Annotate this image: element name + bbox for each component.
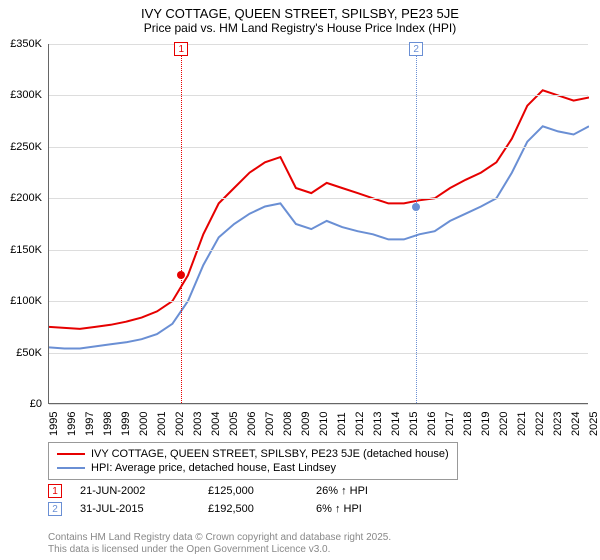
marker-num-box: 1 [48,484,62,498]
attribution: Contains HM Land Registry data © Crown c… [48,532,391,556]
y-tick-label: £300K [10,89,42,101]
marker-date: 21-JUN-2002 [80,485,190,497]
x-tick-label: 2005 [228,412,240,436]
legend-item: HPI: Average price, detached house, East… [57,461,449,475]
marker-dot [412,203,420,211]
grid-h [49,353,588,354]
attribution-line1: Contains HM Land Registry data © Crown c… [48,532,391,544]
marker-vline [416,44,417,403]
x-tick-label: 2022 [534,412,546,436]
grid-h [49,198,588,199]
x-tick-label: 2018 [462,412,474,436]
marker-table-row: 1 21-JUN-2002 £125,000 26% ↑ HPI [48,482,406,500]
y-tick-label: £150K [10,244,42,256]
y-tick-label: £0 [30,398,42,410]
x-tick-label: 1995 [48,412,60,436]
y-tick-label: £250K [10,141,42,153]
legend-swatch [57,453,85,455]
marker-dot [177,271,185,279]
y-tick-label: £200K [10,192,42,204]
chart-plot-area: 12 [48,44,588,404]
x-tick-label: 2025 [588,412,600,436]
x-tick-label: 2002 [174,412,186,436]
marker-num-box: 2 [48,502,62,516]
x-axis-labels: 1995 1996 1997 1998 1999 2000 2001 2002 2003 2004… [48,408,588,442]
y-tick-label: £350K [10,38,42,50]
y-axis-labels: £0£50K£100K£150K£200K£250K£300K£350K [0,44,46,404]
x-tick-label: 2007 [264,412,276,436]
marker-label: 2 [409,42,423,56]
chart-title: IVY COTTAGE, QUEEN STREET, SPILSBY, PE23… [0,6,600,21]
x-tick-label: 1997 [84,412,96,436]
x-tick-label: 2023 [552,412,564,436]
x-tick-label: 2020 [498,412,510,436]
x-tick-label: 2009 [300,412,312,436]
x-tick-label: 2021 [516,412,528,436]
legend-swatch [57,467,85,469]
x-tick-label: 2001 [156,412,168,436]
x-tick-label: 2000 [138,412,150,436]
grid-h [49,301,588,302]
marker-price: £192,500 [208,503,298,515]
x-tick-label: 2004 [210,412,222,436]
series-line [49,126,589,348]
x-tick-label: 2016 [426,412,438,436]
x-tick-label: 1996 [66,412,78,436]
x-tick-label: 2015 [408,412,420,436]
marker-table: 1 21-JUN-2002 £125,000 26% ↑ HPI 2 31-JUL-201… [48,482,406,518]
y-tick-label: £100K [10,295,42,307]
grid-h [49,147,588,148]
x-tick-label: 1998 [102,412,114,436]
marker-price: £125,000 [208,485,298,497]
marker-pct: 26% ↑ HPI [316,485,406,497]
x-tick-label: 2003 [192,412,204,436]
x-tick-label: 2024 [570,412,582,436]
x-tick-label: 2006 [246,412,258,436]
x-tick-label: 2012 [354,412,366,436]
chart-subtitle: Price paid vs. HM Land Registry's House … [0,21,600,35]
legend: IVY COTTAGE, QUEEN STREET, SPILSBY, PE23… [48,442,458,480]
x-tick-label: 2019 [480,412,492,436]
attribution-line2: This data is licensed under the Open Gov… [48,544,391,556]
x-tick-label: 2011 [336,412,348,436]
x-tick-label: 2017 [444,412,456,436]
grid-h [49,404,588,405]
x-tick-label: 1999 [120,412,132,436]
series-line [49,90,589,329]
x-tick-label: 2014 [390,412,402,436]
legend-item: IVY COTTAGE, QUEEN STREET, SPILSBY, PE23… [57,447,449,461]
marker-vline [181,44,182,403]
grid-h [49,44,588,45]
marker-pct: 6% ↑ HPI [316,503,406,515]
grid-h [49,250,588,251]
y-tick-label: £50K [16,347,42,359]
grid-h [49,95,588,96]
x-tick-label: 2010 [318,412,330,436]
legend-label: IVY COTTAGE, QUEEN STREET, SPILSBY, PE23… [91,448,449,460]
legend-label: HPI: Average price, detached house, East… [91,462,336,474]
x-tick-label: 2013 [372,412,384,436]
marker-date: 31-JUL-2015 [80,503,190,515]
marker-table-row: 2 31-JUL-2015 £192,500 6% ↑ HPI [48,500,406,518]
chart-svg [49,44,589,404]
marker-label: 1 [174,42,188,56]
x-tick-label: 2008 [282,412,294,436]
